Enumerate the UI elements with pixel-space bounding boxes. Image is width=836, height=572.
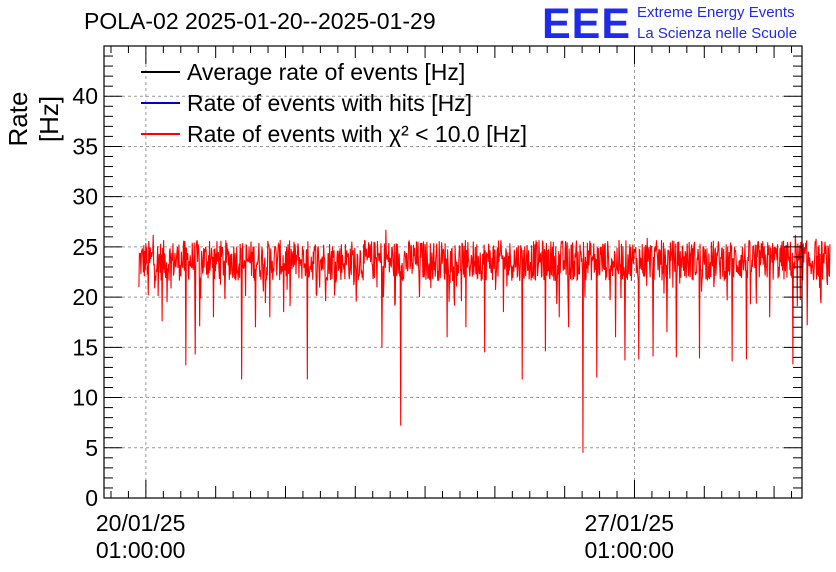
x-tick-label-time: 01:00:00 [96,537,186,563]
plot-frame [103,45,803,499]
y-tick-label: 15 [72,334,98,360]
chart-title: POLA-02 2025-01-20--2025-01-29 [84,8,436,34]
legend-label-chi2: Rate of events with χ² < 10.0 [Hz] [187,121,527,147]
tick-layer: 051015202530354020/01/2501:00:0027/01/25… [72,46,802,563]
x-tick-label-date: 27/01/25 [584,510,674,536]
org-name-line2: La Scienza nelle Scuole [637,25,798,42]
x-tick-label-time: 01:00:00 [584,537,674,563]
y-tick-label: 30 [72,184,98,210]
x-tick-label-date: 20/01/25 [96,510,186,536]
y-tick-label: 35 [72,133,98,159]
series-layer [138,229,831,453]
y-tick-label: 40 [72,83,98,109]
legend: Average rate of events [Hz] Rate of even… [141,59,527,147]
y-tick-label: 10 [72,385,98,411]
legend-label-average: Average rate of events [Hz] [187,59,465,85]
eee-logo: EEE [542,0,632,48]
org-name-line1: Extreme Energy Events [637,4,795,21]
grid-layer [104,46,802,498]
y-tick-label: 20 [72,284,98,310]
series-line-chi2-rate [138,229,831,453]
y-tick-label: 5 [85,435,98,461]
y-axis-label: Rate [Hz] [3,91,64,147]
y-tick-label: 0 [85,485,98,511]
y-tick-label: 25 [72,234,98,260]
legend-label-hits: Rate of events with hits [Hz] [187,90,472,116]
